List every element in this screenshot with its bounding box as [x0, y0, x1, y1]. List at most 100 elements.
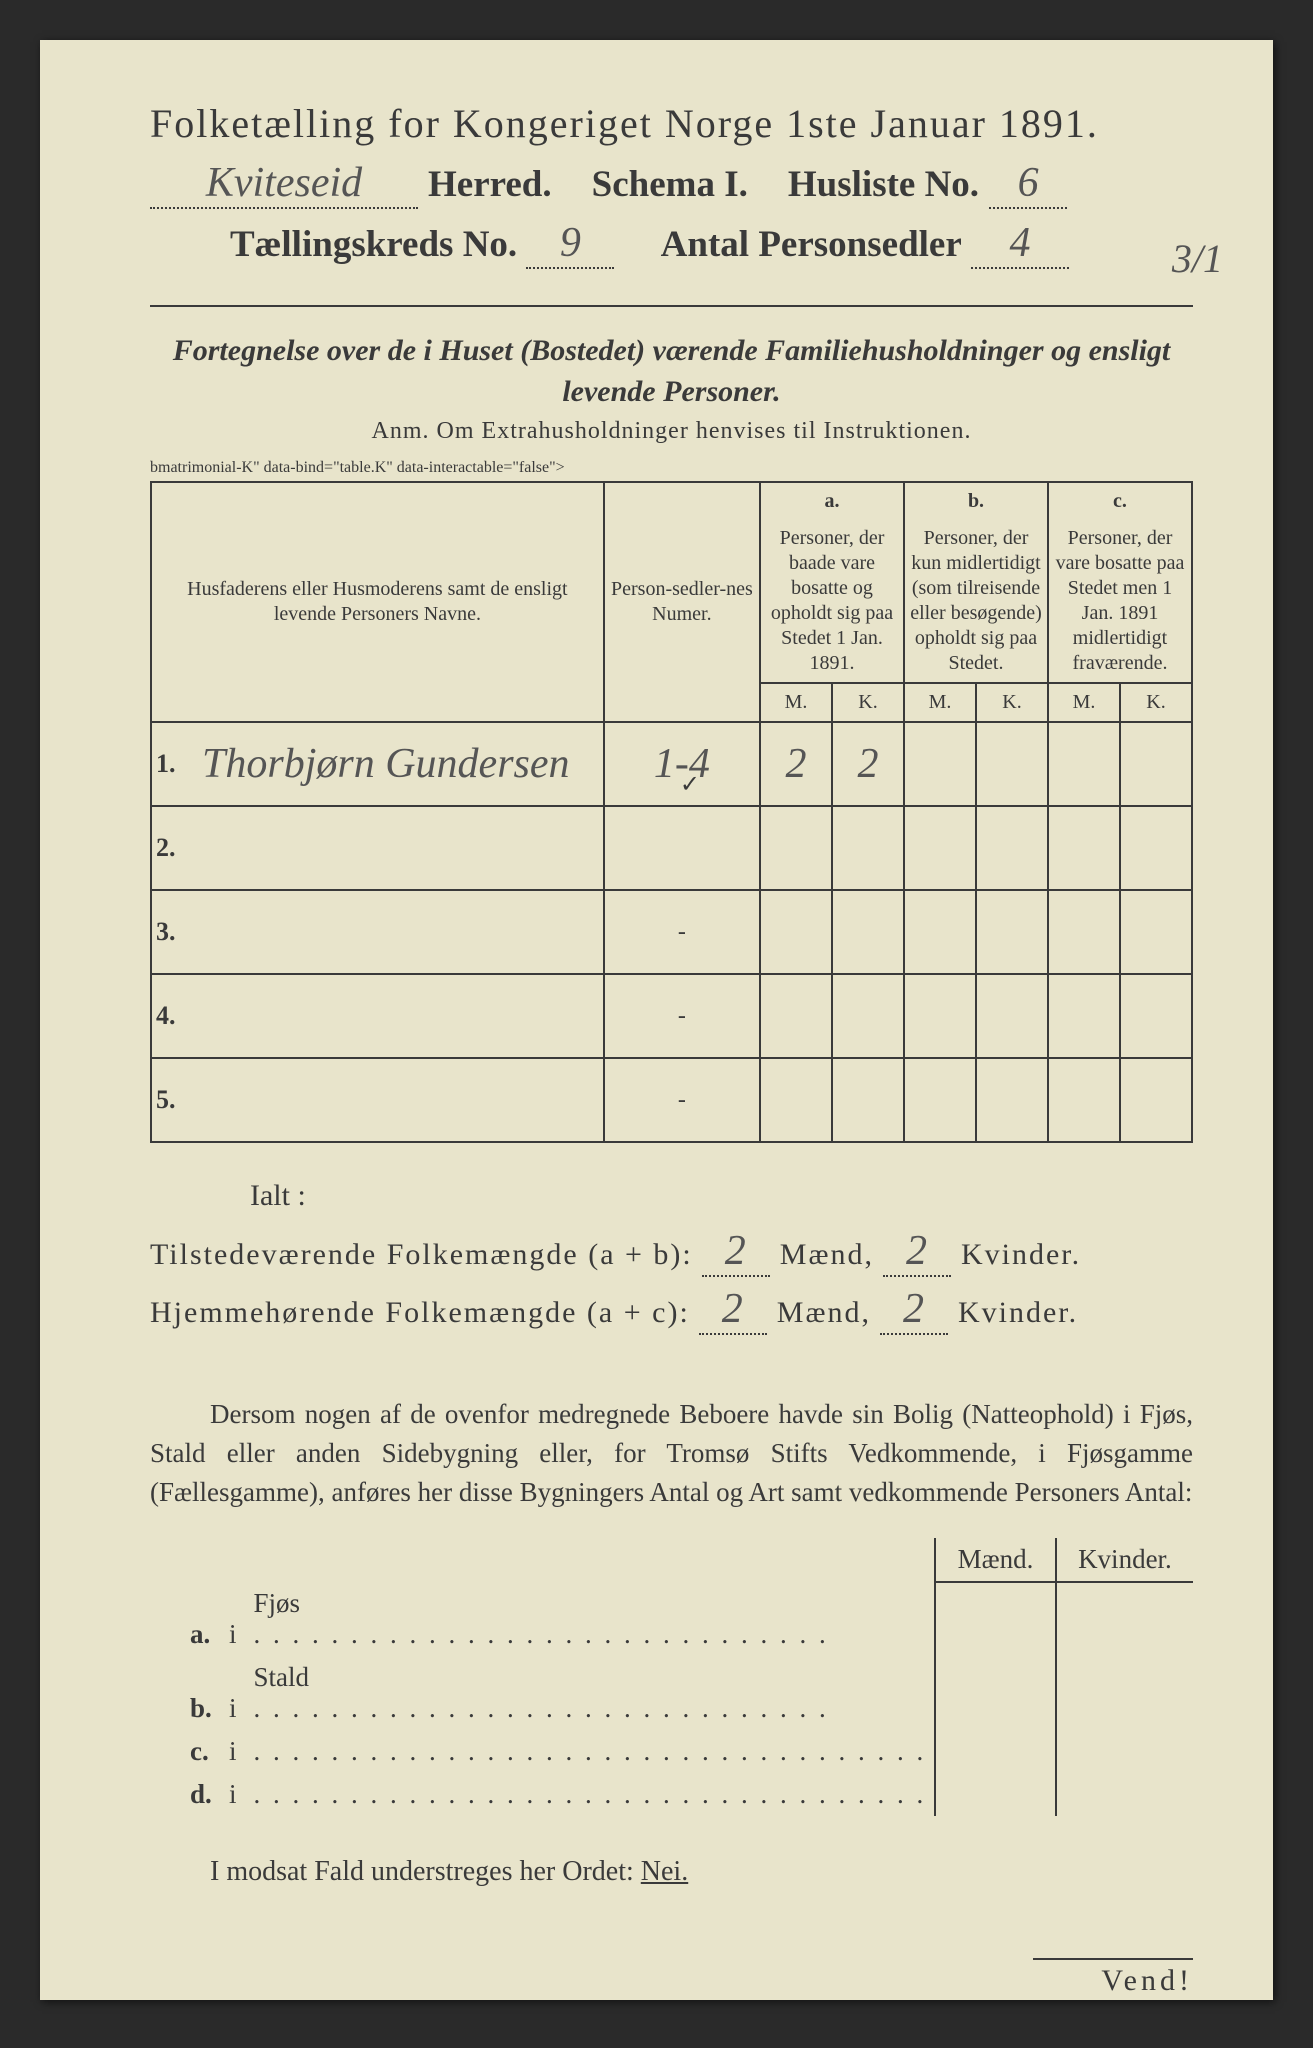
row-name — [198, 890, 604, 974]
row-nummer: - — [604, 890, 760, 974]
sub-i: i — [221, 1730, 246, 1773]
c-K: K. — [1120, 683, 1192, 722]
sub-row: c. i . . . . . . . . . . . . . . . . . .… — [150, 1730, 1193, 1773]
sum-line-resident: Hjemmehørende Folkemængde (a + c): 2 Mæn… — [150, 1285, 1193, 1335]
ialt-label: Ialt : — [250, 1179, 1193, 1213]
divider — [150, 305, 1193, 307]
sub-k — [1056, 1656, 1193, 1730]
table-row: 3. - — [151, 890, 1192, 974]
kreds-label: Tællingskreds No. — [230, 224, 517, 265]
sub-i: i — [221, 1773, 246, 1816]
col-c-label: c. — [1048, 482, 1192, 520]
header-line-herred: Kviteseid Herred. Schema I. Husliste No.… — [150, 159, 1193, 209]
dots-fill: . . . . . . . . . . . . . . . . . . . . … — [253, 1736, 926, 1767]
sum2-klabel: Kvinder. — [958, 1296, 1078, 1329]
sub-lab: b. — [150, 1656, 221, 1730]
dots-fill: . . . . . . . . . . . . . . . . . . . . … — [253, 1779, 926, 1810]
census-form-page: Folketælling for Kongeriget Norge 1ste J… — [40, 40, 1273, 2000]
herred-label: Herred. — [428, 163, 552, 206]
sub-name: Fjøs — [253, 1588, 300, 1618]
row-num: 2. — [151, 806, 198, 890]
row-cK — [1120, 722, 1192, 806]
sub-i: i — [221, 1656, 246, 1730]
sub-k — [1056, 1582, 1193, 1656]
row-name: Thorbjørn Gundersen — [202, 740, 570, 788]
sub-row: b. i Stald . . . . . . . . . . . . . . .… — [150, 1656, 1193, 1730]
sub-m — [935, 1773, 1056, 1816]
fortegnelse-l2: levende Personer. — [562, 375, 780, 408]
fortegnelse-heading: Fortegnelse over de i Huset (Bostedet) v… — [150, 331, 1193, 412]
row-nummer: - — [604, 974, 760, 1058]
sum1-mlabel: Mænd, — [780, 1238, 874, 1271]
sum1-klabel: Kvinder. — [961, 1238, 1081, 1271]
sub-m — [935, 1730, 1056, 1773]
sum1-label: Tilstedeværende Folkemængde (a + b): — [150, 1238, 693, 1271]
sum-line-present: Tilstedeværende Folkemængde (a + b): 2 M… — [150, 1227, 1193, 1277]
household-rows: 1. Thorbjørn Gundersen 1-4✓ 2 2 2. 3. - — [151, 722, 1192, 1142]
row-num: 4. — [151, 974, 198, 1058]
col-nummer: Person-sedler-nes Numer. — [604, 482, 760, 722]
a-M: M. — [760, 683, 832, 722]
sum2-m: 2 — [699, 1285, 767, 1335]
row-num: 1. — [151, 722, 198, 806]
sub-lab: c. — [150, 1730, 221, 1773]
table-row: 2. — [151, 806, 1192, 890]
row-num: 3. — [151, 890, 198, 974]
col-names: Husfaderens eller Husmoderens samt de en… — [151, 482, 604, 722]
sum2-label: Hjemmehørende Folkemængde (a + c): — [150, 1296, 690, 1329]
margin-note: 3/1 — [1172, 235, 1223, 282]
husliste-label: Husliste No. — [788, 163, 979, 206]
b-M: M. — [904, 683, 976, 722]
row-name — [198, 806, 604, 890]
b-K: K. — [976, 683, 1048, 722]
sub-m — [935, 1656, 1056, 1730]
sub-k — [1056, 1730, 1193, 1773]
antal-value: 4 — [971, 219, 1069, 269]
page-title: Folketælling for Kongeriget Norge 1ste J… — [150, 100, 1193, 147]
col-b-label: b. — [904, 482, 1048, 520]
sub-h2: Kvinder. — [1056, 1538, 1193, 1582]
sum2-mlabel: Mænd, — [777, 1296, 871, 1329]
sub-k — [1056, 1773, 1193, 1816]
col-a-label: a. — [760, 482, 904, 520]
vend-label: Vend! — [1033, 1958, 1193, 1998]
household-table: Husfaderens eller Husmoderens samt de en… — [150, 481, 1193, 1143]
row-nummer: - — [604, 1058, 760, 1142]
row-name — [198, 974, 604, 1058]
sub-lab: a. — [150, 1582, 221, 1656]
col-c-text: Personer, der vare bosatte paa Stedet me… — [1048, 520, 1192, 683]
sub-name: Stald — [253, 1662, 309, 1692]
row-name — [198, 1058, 604, 1142]
sub-row: a. i Fjøs . . . . . . . . . . . . . . . … — [150, 1582, 1193, 1656]
a-K: K. — [832, 683, 904, 722]
dots-fill: . . . . . . . . . . . . . . . . . . . . … — [253, 1693, 926, 1724]
row-nummer — [604, 806, 760, 890]
kreds-value: 9 — [526, 219, 614, 269]
sum1-k: 2 — [883, 1227, 951, 1277]
row-cM — [1048, 722, 1120, 806]
antal-label: Antal Personsedler — [661, 224, 962, 265]
row-bM — [904, 722, 976, 806]
schema-label: Schema I. — [592, 163, 748, 206]
fortegnelse-l1: Fortegnelse over de i Huset (Bostedet) v… — [173, 334, 1171, 367]
outbuilding-table: Mænd. Kvinder. a. i Fjøs . . . . . . . .… — [150, 1538, 1193, 1816]
sum2-k: 2 — [880, 1285, 948, 1335]
anm-note: Anm. Om Extrahusholdninger henvises til … — [150, 418, 1193, 445]
outbuilding-paragraph: Dersom nogen af de ovenfor medregnede Be… — [150, 1395, 1193, 1512]
nei-word: Nei. — [641, 1856, 688, 1887]
c-M: M. — [1048, 683, 1120, 722]
row-bK — [976, 722, 1048, 806]
table-row: 5. - — [151, 1058, 1192, 1142]
col-a-text: Personer, der baade vare bosatte og opho… — [760, 520, 904, 683]
sub-h1: Mænd. — [935, 1538, 1056, 1582]
nei-line: I modsat Fald understreges her Ordet: Ne… — [210, 1856, 1193, 1888]
nei-text: I modsat Fald understreges her Ordet: — [210, 1856, 634, 1887]
sub-lab: d. — [150, 1773, 221, 1816]
col-b-text: Personer, der kun midlertidigt (som tilr… — [904, 520, 1048, 683]
row-aM: 2 — [786, 740, 807, 788]
sub-m — [935, 1582, 1056, 1656]
row-aK: 2 — [858, 740, 879, 788]
table-row: 1. Thorbjørn Gundersen 1-4✓ 2 2 — [151, 722, 1192, 806]
herred-value: Kviteseid — [150, 159, 418, 209]
dots-fill: . . . . . . . . . . . . . . . . . . . . … — [253, 1619, 926, 1650]
